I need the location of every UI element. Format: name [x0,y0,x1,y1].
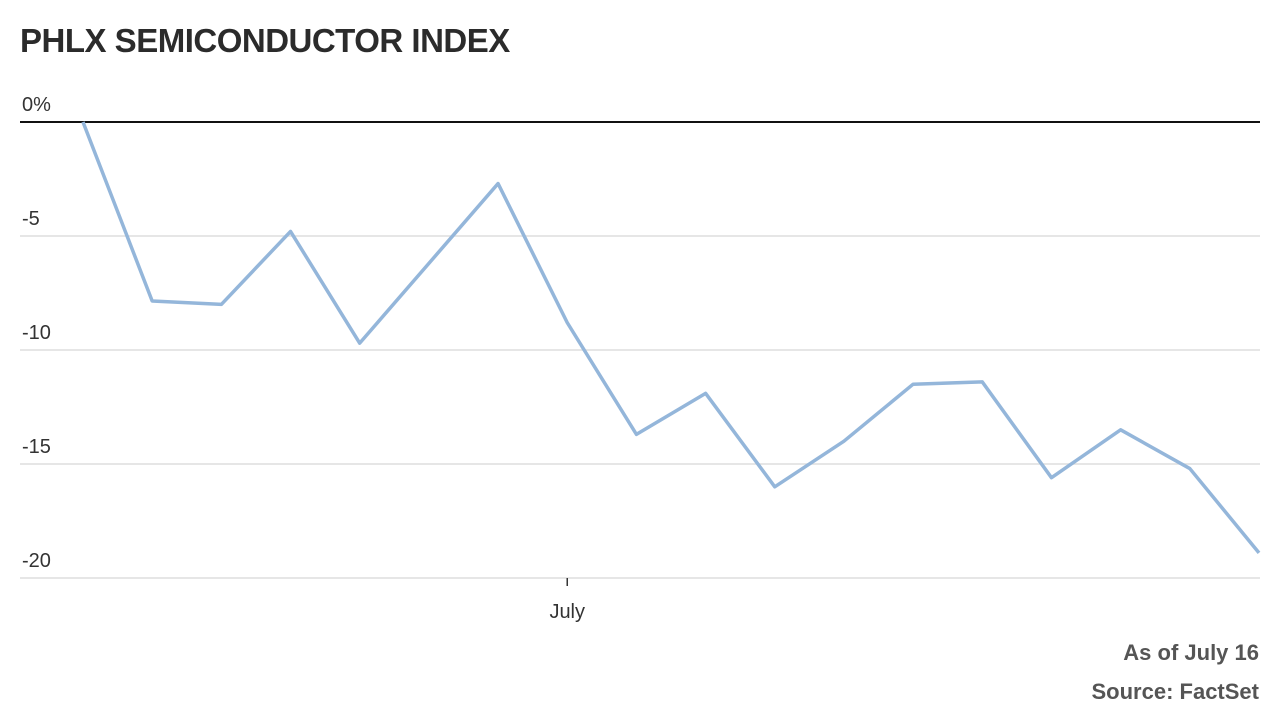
y-tick-label: -10 [22,322,51,344]
y-tick-label: 0% [22,94,51,116]
y-tick-label: -20 [22,550,51,572]
note: As of July 16 [1123,640,1259,665]
line-series [81,121,1261,555]
x-tick-label: July [549,601,585,623]
source: Source: FactSet [1092,679,1260,704]
y-tick-label: -15 [22,436,51,458]
chart-title: PHLX SEMICONDUCTOR INDEX [20,22,510,59]
y-tick-label: -5 [22,208,40,230]
